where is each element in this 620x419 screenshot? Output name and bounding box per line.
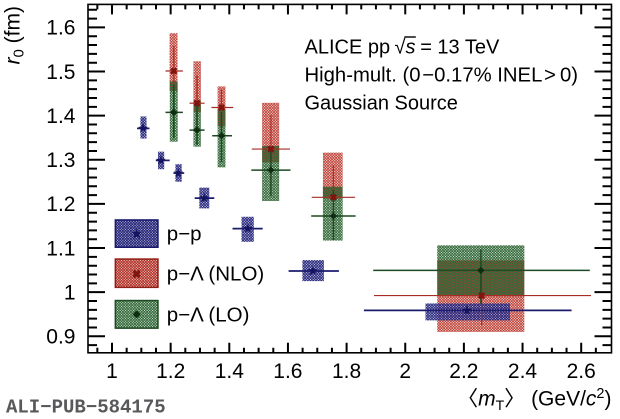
svg-text:1.2: 1.2 bbox=[46, 193, 75, 216]
svg-text:1: 1 bbox=[64, 282, 76, 305]
svg-text:ALICE pp: ALICE pp bbox=[305, 37, 391, 59]
svg-text:Gaussian Source: Gaussian Source bbox=[305, 92, 458, 114]
svg-text:1.1: 1.1 bbox=[46, 237, 75, 260]
svg-text:1.5: 1.5 bbox=[46, 61, 75, 84]
svg-text:1.8: 1.8 bbox=[332, 360, 361, 383]
svg-text:p−Λ (LO): p−Λ (LO) bbox=[167, 304, 250, 327]
svg-text:1.6: 1.6 bbox=[273, 360, 302, 383]
svg-text:= 13 TeV: = 13 TeV bbox=[420, 37, 500, 59]
svg-text:2.6: 2.6 bbox=[567, 360, 596, 383]
svg-text:p−p: p−p bbox=[167, 223, 202, 246]
svg-text:1.6: 1.6 bbox=[46, 17, 75, 40]
svg-text:r0 (fm): r0 (fm) bbox=[2, 6, 28, 65]
svg-text:2.2: 2.2 bbox=[449, 360, 478, 383]
svg-text:2.4: 2.4 bbox=[508, 360, 538, 383]
svg-text:High-mult. (0 −0.17% INEL > 0): High-mult. (0 −0.17% INEL > 0) bbox=[305, 64, 579, 86]
svg-text:1.4: 1.4 bbox=[215, 360, 245, 383]
svg-text:1: 1 bbox=[106, 360, 118, 383]
svg-text:√s: √s bbox=[395, 37, 416, 59]
svg-text:2: 2 bbox=[399, 360, 411, 383]
svg-text:1.3: 1.3 bbox=[46, 149, 75, 172]
svg-text:0.9: 0.9 bbox=[46, 326, 75, 349]
svg-text:1.2: 1.2 bbox=[156, 360, 185, 383]
svg-text:ALI−PUB−584175: ALI−PUB−584175 bbox=[6, 397, 166, 419]
svg-text:p−Λ (NLO): p−Λ (NLO) bbox=[167, 263, 264, 286]
svg-text:1.4: 1.4 bbox=[46, 105, 76, 128]
svg-text:〈mT〉 (GeV/c2): 〈mT〉 (GeV/c2) bbox=[457, 386, 611, 413]
